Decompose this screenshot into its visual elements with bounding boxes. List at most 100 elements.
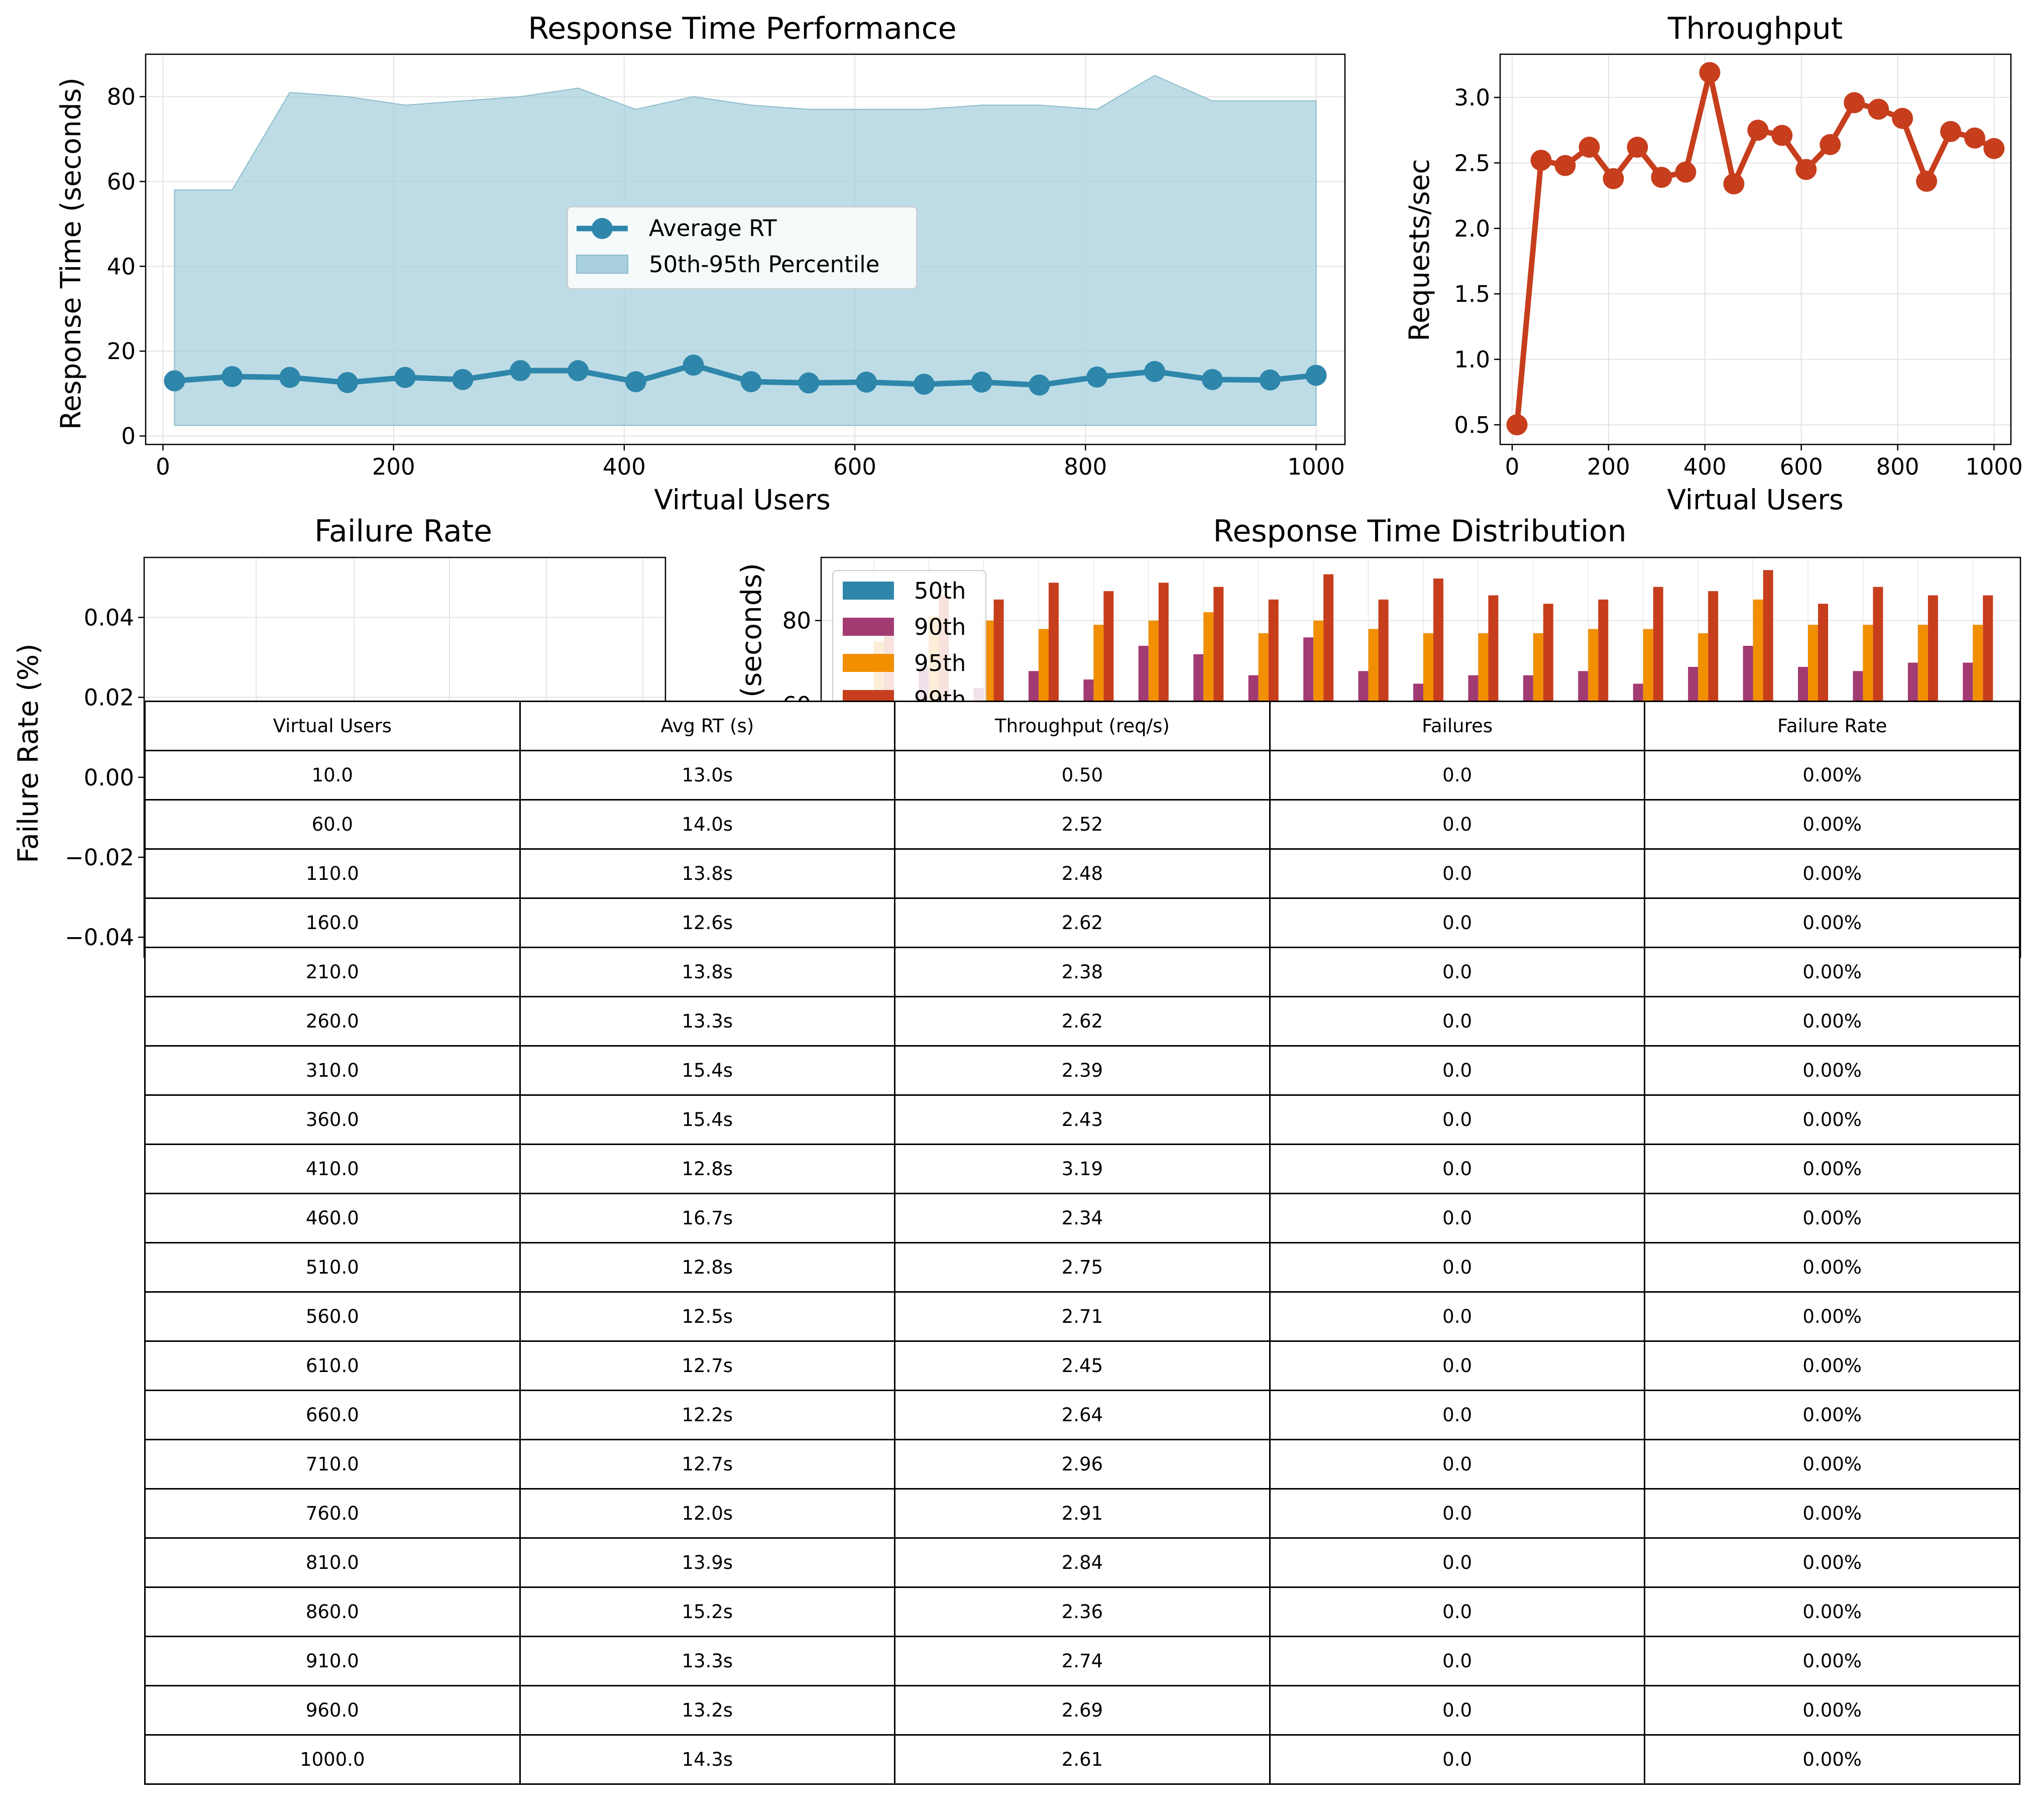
rt-ytick-label: 20 xyxy=(107,338,136,365)
fr-ytick-label: −0.02 xyxy=(65,844,134,871)
table-cell: 760.0 xyxy=(144,1488,521,1539)
throughput-point xyxy=(1506,414,1528,435)
rt-ytick-label: 80 xyxy=(107,83,136,110)
table-cell: 110.0 xyxy=(144,848,521,899)
table-cell: 2.74 xyxy=(894,1636,1271,1686)
table-cell: 0.0 xyxy=(1269,1291,1646,1342)
failure-rate-ylabel: Failure Rate (%) xyxy=(12,643,44,863)
table-row: 310.0 15.4s 2.39 0.0 0.00% xyxy=(144,1045,2020,1096)
tp-xtick-label: 800 xyxy=(1876,453,1919,480)
average-rt-point xyxy=(1029,374,1050,396)
table-cell: 0.00% xyxy=(1644,1685,2020,1736)
table-cell: 0.0 xyxy=(1269,1390,1646,1440)
table-cell: 2.91 xyxy=(894,1488,1271,1539)
table-row: 460.0 16.7s 2.34 0.0 0.00% xyxy=(144,1193,2020,1243)
table-cell: 14.0s xyxy=(519,799,896,850)
table-cell: 1000.0 xyxy=(144,1734,521,1785)
table-cell: 2.75 xyxy=(894,1242,1271,1293)
table-cell: 0.00% xyxy=(1644,848,2020,899)
average-rt-point xyxy=(336,372,358,393)
table-cell: 12.6s xyxy=(519,897,896,948)
table-cell: 0.00% xyxy=(1644,1045,2020,1096)
table-header-row: Virtual Users Avg RT (s) Throughput (req/s… xyxy=(144,701,2020,751)
table-cell: 13.9s xyxy=(519,1537,896,1588)
table-cell: 0.0 xyxy=(1269,750,1646,801)
tp-xtick-label: 200 xyxy=(1587,453,1630,480)
table-cell: 460.0 xyxy=(144,1193,521,1243)
average-rt-point xyxy=(683,355,704,376)
table-cell: 0.00% xyxy=(1644,1636,2020,1686)
table-cell: 710.0 xyxy=(144,1439,521,1490)
rt-legend-box xyxy=(567,206,917,289)
table-cell: 0.00% xyxy=(1644,1439,2020,1490)
throughput-point xyxy=(1964,127,1986,149)
table-cell: 2.48 xyxy=(894,848,1271,899)
table-cell: 2.34 xyxy=(894,1193,1271,1243)
table-cell: 310.0 xyxy=(144,1045,521,1096)
table-cell: 2.62 xyxy=(894,897,1271,948)
table-cell: 2.71 xyxy=(894,1291,1271,1342)
table-cell: 0.0 xyxy=(1269,1144,1646,1194)
average-rt-point xyxy=(452,369,474,390)
table-cell: 12.8s xyxy=(519,1144,896,1194)
response-time-ylabel: Response Time (seconds) xyxy=(55,77,87,429)
table-cell: 260.0 xyxy=(144,996,521,1047)
table-cell: 16.7s xyxy=(519,1193,896,1243)
table-row: 960.0 13.2s 2.69 0.0 0.00% xyxy=(144,1685,2020,1736)
table-cell: 0.00% xyxy=(1644,1390,2020,1440)
tp-xtick-label: 1000 xyxy=(1965,453,2023,480)
table-cell: 0.0 xyxy=(1269,1439,1646,1490)
fr-ytick-label: −0.04 xyxy=(65,924,134,951)
table-row: 710.0 12.7s 2.96 0.0 0.00% xyxy=(144,1439,2020,1490)
tp-plot-frame xyxy=(1499,53,2012,445)
response-time-panel: Response Time Performance Virtual Users … xyxy=(55,11,1346,516)
table-row: 910.0 13.3s 2.74 0.0 0.00% xyxy=(144,1636,2020,1686)
table-cell: 0.00% xyxy=(1644,1242,2020,1293)
rt-xtick-label: 0 xyxy=(156,453,170,480)
table-cell: 0.0 xyxy=(1269,1242,1646,1293)
throughput-point xyxy=(1820,134,1841,155)
table-cell: 0.0 xyxy=(1269,1685,1646,1736)
table-cell: 510.0 xyxy=(144,1242,521,1293)
rt-ytick-label: 60 xyxy=(107,168,136,195)
table-cell: 0.0 xyxy=(1269,1488,1646,1539)
results-table: Virtual Users Avg RT (s) Throughput (req/s… xyxy=(144,701,2020,1785)
table-cell: 0.00% xyxy=(1644,1144,2020,1194)
throughput-point xyxy=(1651,167,1672,188)
response-time-xlabel: Virtual Users xyxy=(654,484,830,516)
average-rt-point xyxy=(568,360,589,382)
table-cell: 13.3s xyxy=(519,1636,896,1686)
table-cell: 2.64 xyxy=(894,1390,1271,1440)
rt-xtick-label: 600 xyxy=(833,453,876,480)
throughput-point xyxy=(1868,98,1889,120)
table-cell: 13.0s xyxy=(519,750,896,801)
table-cell: 960.0 xyxy=(144,1685,521,1736)
throughput-point xyxy=(1554,155,1576,176)
table-row: 110.0 13.8s 2.48 0.0 0.00% xyxy=(144,848,2020,899)
table-cell: 0.0 xyxy=(1269,1045,1646,1096)
rt-legend-band-label: 50th-95th Percentile xyxy=(649,251,879,278)
rt-legend-band-swatch xyxy=(576,255,628,274)
table-cell: 0.0 xyxy=(1269,1586,1646,1637)
table-cell: 860.0 xyxy=(144,1586,521,1637)
average-rt-point xyxy=(1086,366,1108,388)
dist-legend-swatch xyxy=(843,582,894,600)
table-cell: 12.0s xyxy=(519,1488,896,1539)
table-cell: 0.00% xyxy=(1644,1488,2020,1539)
table-cell: 0.00% xyxy=(1644,1537,2020,1588)
table-cell: 0.0 xyxy=(1269,897,1646,948)
throughput-point xyxy=(1916,170,1938,192)
table-cell: 410.0 xyxy=(144,1144,521,1194)
table-cell: 2.84 xyxy=(894,1537,1271,1588)
throughput-point xyxy=(1627,137,1648,158)
table-header-cell: Virtual Users xyxy=(144,701,521,751)
dist-legend-label: 95th xyxy=(914,650,966,676)
table-cell: 0.00% xyxy=(1644,1586,2020,1637)
table-cell: 0.00% xyxy=(1644,1734,2020,1785)
table-row: 810.0 13.9s 2.84 0.0 0.00% xyxy=(144,1537,2020,1588)
table-row: 760.0 12.0s 2.91 0.0 0.00% xyxy=(144,1488,2020,1539)
table-cell: 0.0 xyxy=(1269,947,1646,997)
dist-legend-swatch xyxy=(843,618,894,636)
throughput-ylabel: Requests/sec xyxy=(1403,159,1435,341)
